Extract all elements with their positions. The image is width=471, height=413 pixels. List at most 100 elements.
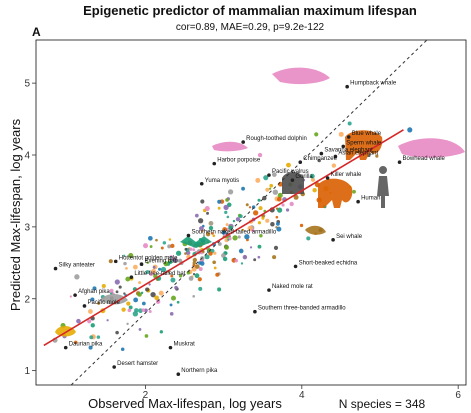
- labeled-species-point: [345, 84, 349, 89]
- species-point: [257, 221, 262, 225]
- labeled-species-point: [112, 365, 116, 369]
- species-point: [192, 257, 198, 263]
- species-point: [251, 228, 255, 233]
- labeled-species-point: [298, 160, 303, 164]
- species-point: [177, 258, 183, 263]
- species-point: [202, 234, 206, 237]
- species-point: [137, 292, 142, 297]
- species-point: [148, 235, 153, 241]
- species-label: Yuma myotis: [205, 178, 239, 184]
- species-point: [140, 291, 144, 295]
- x-tick-label: 2: [143, 390, 149, 401]
- species-point: [268, 187, 272, 190]
- species-label: Asian elephant: [338, 150, 378, 156]
- species-point: [145, 270, 150, 275]
- species-label: Pacific walrus: [272, 169, 309, 175]
- species-point: [138, 281, 142, 285]
- species-point: [90, 323, 95, 328]
- species-point: [115, 290, 119, 294]
- labeled-species-point: [333, 154, 338, 159]
- species-point: [281, 203, 285, 207]
- species-label: Naked mole rat: [272, 284, 313, 290]
- x-tick-label: 6: [455, 390, 461, 401]
- species-point: [258, 206, 263, 211]
- species-label: Southern three-banded armadillo: [258, 306, 346, 312]
- species-point: [194, 273, 200, 279]
- human-silhouette: [377, 166, 389, 208]
- species-point: [207, 248, 211, 253]
- animal-silhouettes: [55, 67, 465, 337]
- species-label: Muskrat: [173, 342, 195, 348]
- species-point: [192, 248, 196, 252]
- labeled-species-point: [176, 372, 181, 377]
- labeled-species-point: [73, 293, 77, 297]
- species-point: [272, 172, 277, 177]
- species-point: [148, 310, 152, 314]
- species-point: [312, 188, 317, 193]
- species-point: [255, 177, 261, 183]
- species-point: [213, 251, 217, 255]
- species-point: [317, 159, 321, 163]
- species-point: [257, 255, 261, 259]
- species-point: [407, 127, 413, 133]
- species-point: [238, 214, 243, 219]
- species-point: [160, 246, 164, 250]
- species-label: Evening bat: [145, 258, 177, 264]
- y-tick-label: 5: [24, 79, 30, 90]
- humpback-whale-silhouette: [272, 67, 330, 85]
- plot-frame: [35, 39, 467, 386]
- y-tick-label: 1: [24, 366, 30, 377]
- bat-silhouette: [180, 236, 212, 248]
- labeled-species-point: [139, 262, 144, 267]
- species-point: [338, 131, 344, 137]
- species-point: [276, 196, 282, 202]
- species-point: [289, 201, 294, 207]
- species-point: [74, 274, 80, 280]
- species-point: [160, 266, 167, 273]
- species-point: [238, 248, 244, 254]
- species-point: [192, 295, 196, 298]
- species-point: [128, 252, 134, 258]
- labeled-species-point: [241, 140, 245, 144]
- species-label: Hottentot golden mole: [119, 255, 178, 261]
- chart-title: Epigenetic predictor of mammalian maximu…: [83, 3, 417, 18]
- species-point: [169, 312, 174, 316]
- species-point: [272, 189, 279, 195]
- species-point: [245, 203, 249, 207]
- species-point: [253, 210, 259, 216]
- species-point: [270, 221, 275, 227]
- species-point: [204, 205, 210, 212]
- species-point: [241, 186, 245, 191]
- species-point: [217, 287, 222, 292]
- species-point: [200, 199, 205, 204]
- savanna-elephant-silhouette: [318, 178, 353, 208]
- species-point: [155, 238, 158, 242]
- species-point: [106, 319, 109, 322]
- labeled-species-point: [293, 264, 298, 269]
- species-point: [241, 228, 245, 232]
- species-point: [174, 285, 178, 290]
- species-label: Harbor porpoise: [217, 158, 261, 164]
- labeled-species-point: [356, 199, 360, 204]
- labeled-species-point: [267, 173, 271, 177]
- axis-ticks: 2 4 6 1 2 3 4 5: [24, 79, 461, 401]
- species-point: [277, 192, 283, 198]
- species-point: [138, 308, 143, 314]
- species-point: [251, 205, 256, 209]
- panel-label: A: [32, 25, 41, 39]
- species-point: [149, 245, 153, 248]
- species-point: [133, 297, 139, 303]
- labeled-species-point: [341, 144, 346, 149]
- species-point: [97, 301, 101, 305]
- species-point: [225, 223, 229, 227]
- species-label: Killer whale: [331, 172, 362, 178]
- species-point: [184, 252, 187, 255]
- species-point: [352, 189, 356, 194]
- species-point: [263, 175, 269, 181]
- species-label: Humpback whale: [350, 81, 397, 87]
- labeled-species-point: [290, 178, 295, 182]
- labeled-species-point: [82, 304, 87, 308]
- mole-silhouette: [100, 294, 128, 305]
- species-point: [101, 283, 106, 289]
